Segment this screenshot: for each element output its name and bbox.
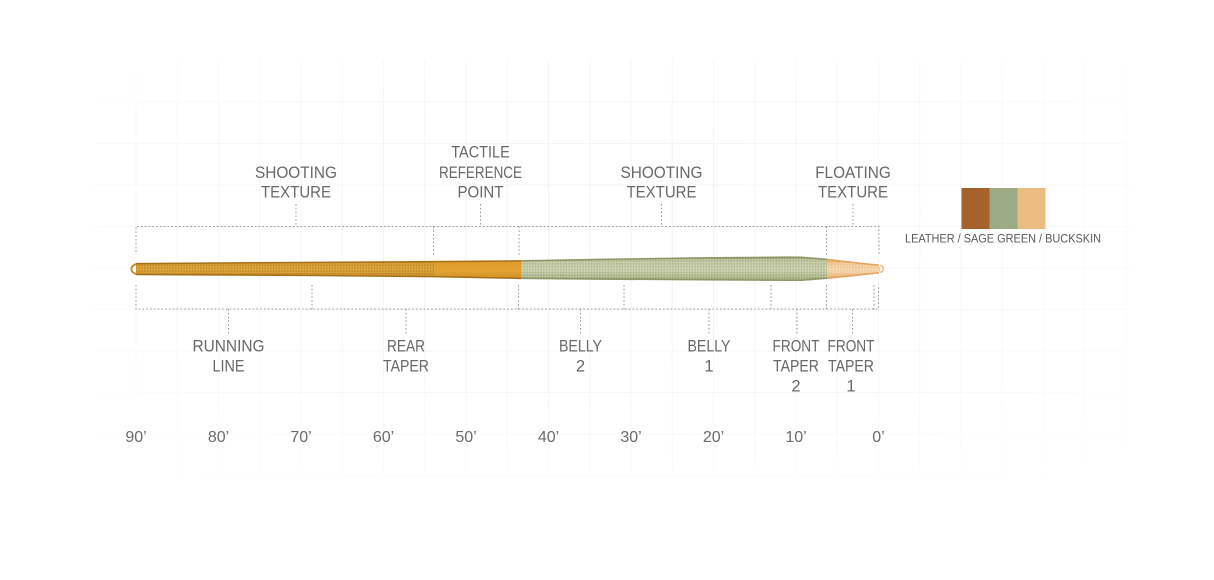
svg-text:TEXTURE: TEXTURE [818, 184, 888, 202]
svg-text:1: 1 [846, 378, 855, 396]
svg-text:POINT: POINT [458, 184, 504, 202]
svg-text:10’: 10’ [785, 429, 806, 446]
svg-text:1: 1 [704, 358, 713, 376]
svg-text:20’: 20’ [703, 429, 724, 446]
svg-text:70’: 70’ [290, 429, 311, 446]
svg-text:BELLY: BELLY [559, 338, 602, 356]
svg-text:90’: 90’ [125, 429, 146, 446]
svg-text:RUNNING: RUNNING [193, 338, 265, 356]
svg-text:TACTILE: TACTILE [451, 144, 510, 162]
svg-text:40’: 40’ [538, 429, 559, 446]
svg-text:2: 2 [791, 378, 800, 396]
svg-text:80’: 80’ [208, 429, 229, 446]
svg-text:SHOOTING: SHOOTING [255, 164, 337, 182]
svg-text:2: 2 [576, 358, 585, 376]
svg-text:TAPER: TAPER [828, 358, 874, 376]
svg-text:TAPER: TAPER [773, 358, 819, 376]
svg-text:TAPER: TAPER [383, 358, 429, 376]
svg-text:LINE: LINE [213, 358, 245, 376]
svg-text:TEXTURE: TEXTURE [627, 184, 697, 202]
svg-text:FRONT: FRONT [773, 338, 820, 356]
svg-text:TEXTURE: TEXTURE [261, 184, 331, 202]
svg-text:30’: 30’ [620, 429, 641, 446]
svg-text:FLOATING: FLOATING [815, 164, 891, 182]
svg-text:REFERENCE: REFERENCE [439, 164, 522, 182]
svg-text:0’: 0’ [872, 429, 884, 446]
svg-text:LEATHER / SAGE GREEN / BUCKSKI: LEATHER / SAGE GREEN / BUCKSKIN [905, 234, 1101, 246]
svg-text:SHOOTING: SHOOTING [621, 164, 703, 182]
svg-text:BELLY: BELLY [688, 338, 731, 356]
svg-text:REAR: REAR [387, 338, 425, 356]
svg-text:60’: 60’ [373, 429, 394, 446]
svg-text:FRONT: FRONT [828, 338, 875, 356]
svg-text:50’: 50’ [455, 429, 476, 446]
